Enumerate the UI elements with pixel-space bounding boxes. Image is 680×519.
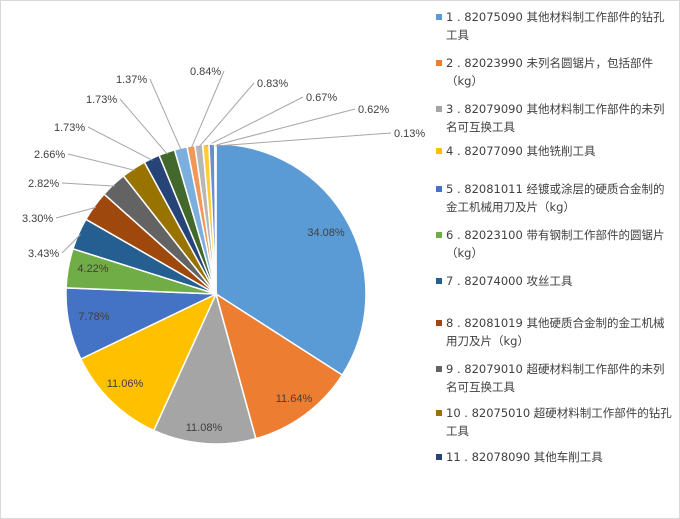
data-label-5: 7.78% [78,311,109,323]
legend-item-9: 9 . 82079010 超硬材料制工作部件的未列名可互换工具 [436,360,672,396]
legend-label: 9 . 82079010 超硬材料制工作部件的未列名可互换工具 [446,362,665,394]
legend-item-2: 2 . 82023990 未列名圆锯片，包括部件（kg） [436,54,672,90]
legend-label: 7 . 82074000 攻丝工具 [446,274,573,288]
data-label-18: 0.13% [394,128,425,140]
leader-line-15 [198,82,255,148]
leader-line-12 [119,98,168,155]
legend-swatch [436,454,442,460]
pie-slice-18 [214,143,217,295]
legend-label: 1 . 82075090 其他材料制工作部件的钻孔工具 [446,10,665,42]
legend-swatch [436,232,442,238]
legend-label: 11 . 82078090 其他车削工具 [446,450,603,464]
data-label-9: 2.82% [28,178,59,190]
data-label-1: 34.08% [307,227,345,239]
legend-item-7: 7 . 82074000 攻丝工具 [436,272,672,290]
legend-swatch [436,106,442,112]
data-label-13: 1.37% [116,74,147,86]
leader-line-9 [61,182,115,187]
legend-label: 3 . 82079090 其他材料制工作部件的未列名可互换工具 [446,102,665,134]
legend-item-4: 4 . 82077090 其他铣削工具 [436,142,672,160]
legend-item-6: 6 . 82023100 带有钢制工作部件的圆锯片（kg） [436,226,672,262]
legend-label: 10 . 82075010 超硬材料制工作部件的钻孔工具 [446,406,672,438]
legend-swatch [436,186,442,192]
legend-swatch [436,14,442,20]
data-label-14: 0.84% [190,66,221,78]
data-label-2: 11.64% [276,393,313,405]
data-label-16: 0.67% [306,92,337,104]
leader-line-11 [87,126,153,161]
legend-swatch [436,366,442,372]
leader-line-18 [215,132,392,147]
legend-label: 2 . 82023990 未列名圆锯片，包括部件（kg） [446,56,653,88]
leader-line-13 [149,78,182,151]
legend-item-3: 3 . 82079090 其他材料制工作部件的未列名可互换工具 [436,100,672,136]
legend-item-5: 5 . 82081011 经镀或涂层的硬质合金制的金工机械用刀及片（kg） [436,180,672,216]
data-label-15: 0.83% [257,78,288,90]
data-label-8: 3.30% [22,213,53,225]
data-label-10: 2.66% [34,149,65,161]
legend-swatch [436,410,442,416]
leader-line-14 [190,70,225,149]
legend-swatch [436,320,442,326]
legend-label: 6 . 82023100 带有钢制工作部件的圆锯片（kg） [446,228,665,260]
data-label-6: 4.22% [77,263,108,275]
data-label-11: 1.73% [54,122,85,134]
data-label-17: 0.62% [358,104,389,116]
legend-label: 8 . 82081019 其他硬质合金制的金工机械用刀及片（kg） [446,316,665,348]
leader-line-10 [67,153,135,171]
legend-swatch [436,148,442,154]
leader-line-17 [211,108,356,147]
legend-item-10: 10 . 82075010 超硬材料制工作部件的钻孔工具 [436,404,672,440]
leader-line-8 [55,206,97,219]
data-label-3: 11.08% [186,422,223,434]
legend-swatch [436,278,442,284]
legend-label: 5 . 82081011 经镀或涂层的硬质合金制的金工机械用刀及片（kg） [446,182,665,214]
data-label-7: 3.43% [28,248,59,260]
legend-label: 4 . 82077090 其他铣削工具 [446,144,596,158]
pie-slice-3 [152,291,257,445]
data-label-4: 11.06% [107,378,144,390]
pie-slice-2 [214,292,344,440]
legend-swatch [436,60,442,66]
leader-line-7 [61,234,81,254]
pie-slice-4 [79,292,218,432]
legend-item-11: 11 . 82078090 其他车削工具 [436,448,672,466]
leader-line-16 [205,96,304,147]
legend-item-1: 1 . 82075090 其他材料制工作部件的钻孔工具 [436,8,672,44]
legend-item-8: 8 . 82081019 其他硬质合金制的金工机械用刀及片（kg） [436,314,672,350]
data-label-12: 1.73% [86,94,117,106]
